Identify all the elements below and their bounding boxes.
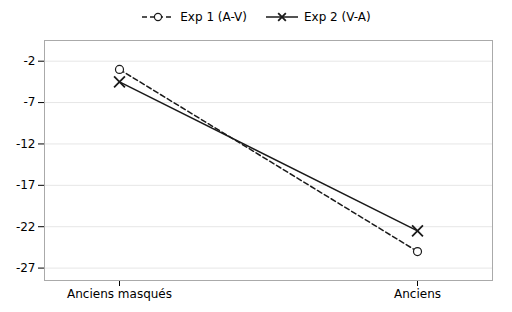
svg-text:-12: -12: [16, 137, 36, 151]
svg-text:-22: -22: [16, 220, 36, 234]
svg-text:Anciens masqués: Anciens masqués: [67, 287, 172, 301]
html-text:Exp 1 (A-V): Exp 1 (A-V): [180, 10, 247, 24]
html-text:Exp 2 (V-A): Exp 2 (V-A): [304, 10, 371, 24]
svg-text:-17: -17: [16, 178, 36, 192]
svg-text:-2: -2: [24, 54, 36, 68]
svg-text:-27: -27: [16, 261, 36, 275]
svg-text:Anciens: Anciens: [394, 287, 441, 301]
svg-text:-7: -7: [24, 95, 36, 109]
